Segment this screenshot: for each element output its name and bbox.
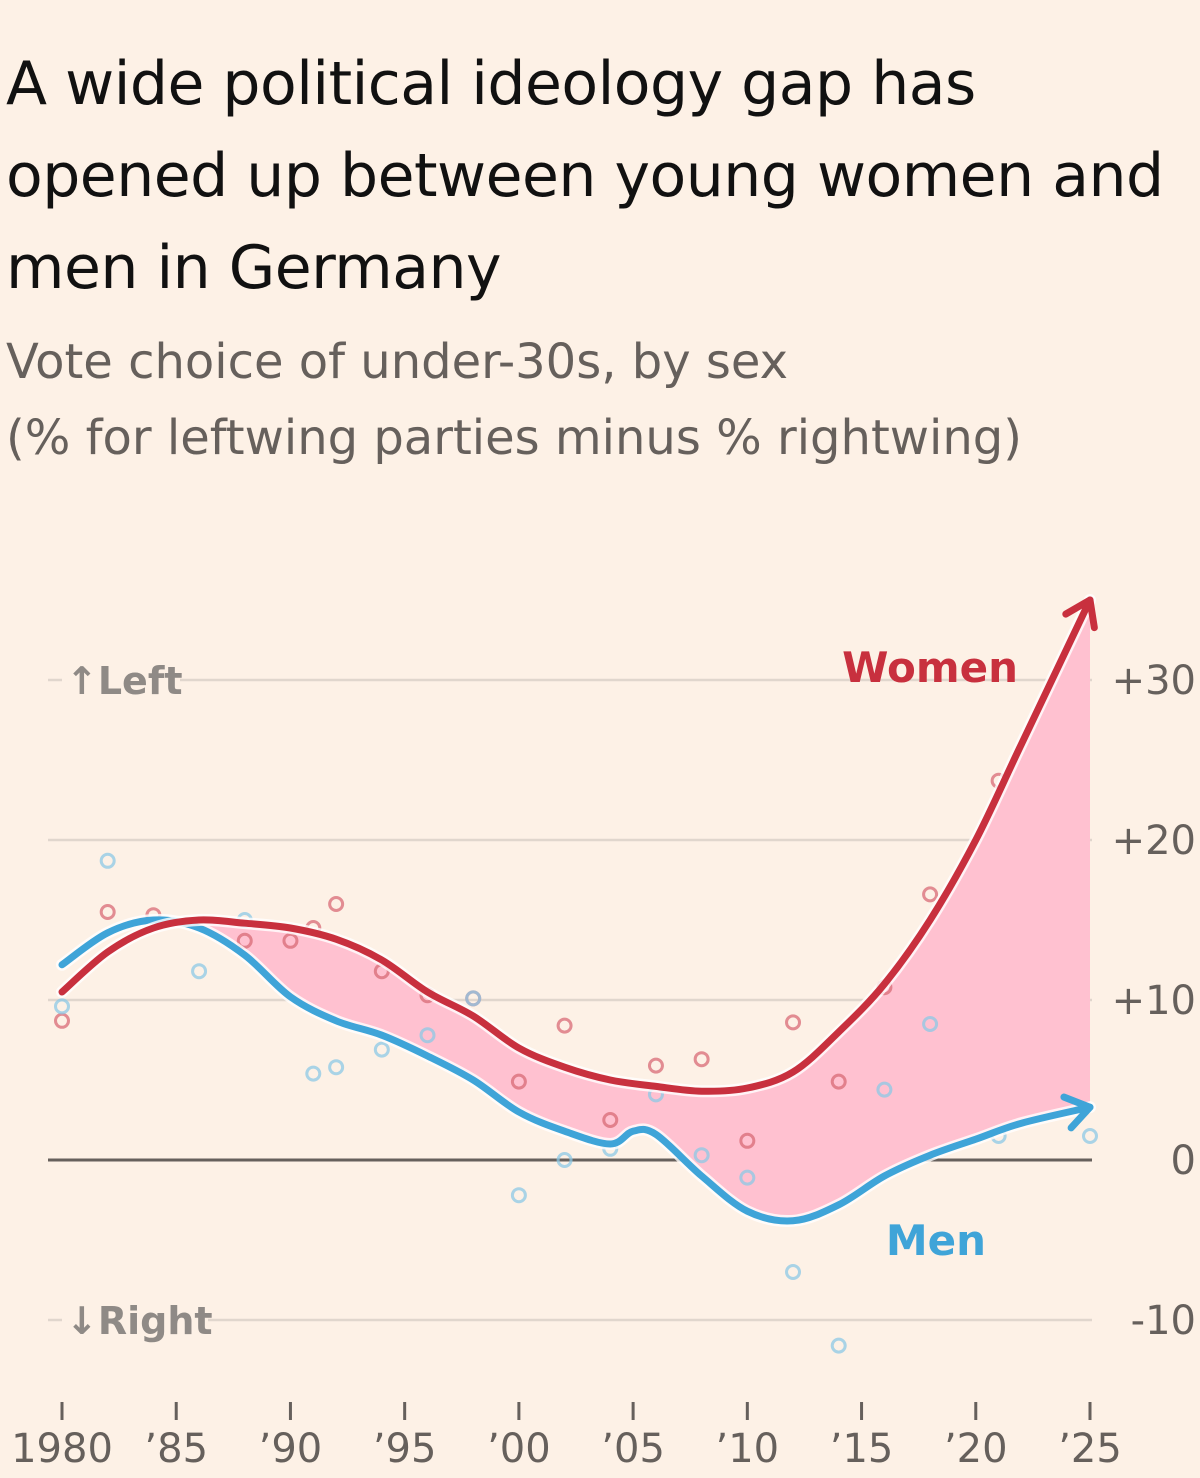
women-point: [236, 932, 253, 949]
men-point: [693, 1147, 710, 1164]
right-direction-label: ↓Right: [66, 1299, 213, 1343]
x-tick-label: ’90: [259, 1426, 323, 1472]
subtitle-line-2: (% for leftwing parties minus % rightwin…: [6, 410, 1022, 466]
y-tick-label: +30: [1112, 658, 1196, 704]
men-series-label: Men: [886, 1216, 986, 1265]
right-label-bg: [62, 1294, 208, 1340]
x-tick-label: 1980: [11, 1426, 113, 1472]
men-point: [922, 1016, 939, 1032]
chart-subtitle: Vote choice of under-30s, by sex (% for …: [6, 324, 1186, 476]
x-tick-label: ’20: [944, 1426, 1008, 1472]
women-point: [830, 1073, 847, 1090]
men-point: [556, 1152, 573, 1168]
women-point: [922, 886, 939, 903]
women-series-label: Women: [842, 643, 1018, 692]
men-point: [99, 852, 116, 869]
women-point: [785, 1014, 802, 1031]
men-point: [785, 1264, 802, 1280]
women-point: [647, 1057, 664, 1074]
women-point: [510, 1073, 527, 1090]
x-tick-label: ’85: [144, 1426, 208, 1472]
subtitle-line-1: Vote choice of under-30s, by sex: [6, 334, 788, 390]
women-point: [556, 1017, 573, 1034]
x-tick-label: ’10: [716, 1426, 780, 1472]
y-tick-label: +20: [1112, 818, 1196, 864]
left-label-bg: [62, 654, 180, 700]
left-direction-label: ↑Left: [66, 659, 183, 703]
men-point: [465, 990, 482, 1007]
women-trend-line: [58, 596, 1094, 1095]
men-point: [373, 1041, 390, 1058]
women-point: [282, 932, 299, 949]
women-point: [54, 1012, 70, 1029]
men-point: [419, 1027, 436, 1044]
men-point: [510, 1187, 527, 1204]
men-point: [876, 1081, 893, 1098]
y-tick-label: -10: [1131, 1298, 1196, 1344]
x-tick-label: ’00: [487, 1426, 551, 1472]
men-point: [739, 1169, 756, 1186]
men-point: [54, 998, 70, 1015]
y-tick-label: 0: [1171, 1138, 1196, 1184]
women-point: [328, 896, 345, 912]
chart-title: A wide political ideology gap has opened…: [6, 49, 1164, 303]
women-point: [99, 904, 116, 920]
men-point: [191, 963, 208, 980]
men-arrowhead: [1060, 1093, 1094, 1132]
women-point: [693, 1051, 710, 1068]
women-arrowhead: [1062, 596, 1098, 632]
men-point: [1082, 1128, 1098, 1144]
women-point: [739, 1132, 756, 1149]
x-tick-label: ’95: [373, 1426, 437, 1472]
x-tick-label: ’25: [1058, 1426, 1122, 1472]
men-point: [305, 1065, 322, 1082]
x-tick-label: ’05: [601, 1426, 665, 1472]
men-trend-line: [58, 916, 1094, 1225]
women-point: [602, 1112, 619, 1128]
gap-area: [199, 600, 1091, 1222]
men-point: [328, 1059, 345, 1076]
x-axis: 1980 ’85 ’90 ’95 ’00 ’05 ’10 ’15 ’20 ’25: [11, 1402, 1122, 1472]
men-points: [54, 852, 1098, 1354]
men-point: [830, 1337, 847, 1354]
x-tick-label: ’15: [830, 1426, 894, 1472]
y-tick-label: +10: [1112, 978, 1196, 1024]
